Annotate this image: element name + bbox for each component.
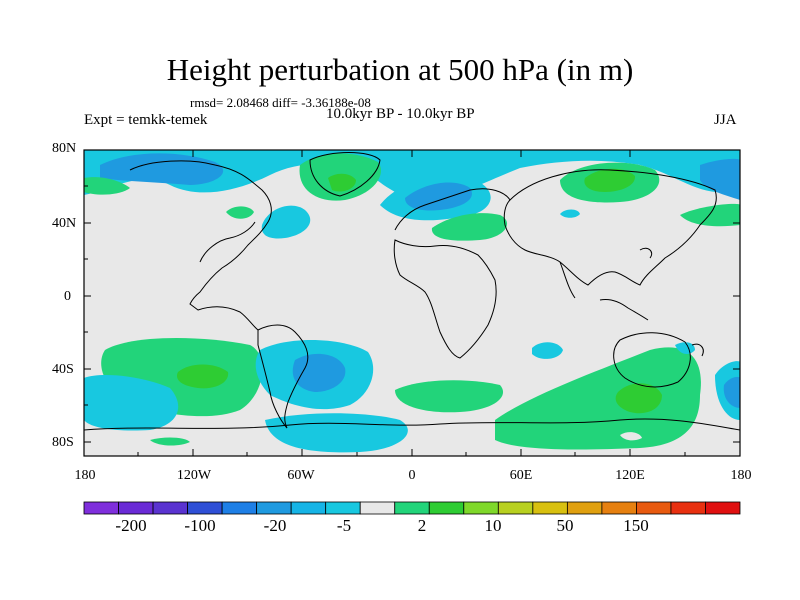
negative-spot-indian [532,342,563,359]
positive-zone-west-pacific [680,203,740,227]
coastline-africa [393,239,497,359]
experiment-label: Expt = temkk-temek [84,112,208,128]
map-title: Height perturbation at 500 hPa (in m) [166,52,634,87]
colorbar-swatch [532,501,568,515]
coastlines [84,152,740,431]
season-label: JJA [714,112,737,128]
lon-label-120w: 120W [176,468,212,483]
axis-ticks [84,149,740,456]
negative-zone-antarctic [265,413,408,453]
positive-zone-australia [495,347,701,450]
colorbar-swatch [290,501,327,515]
colorbar-swatch [636,501,672,515]
colorbar-swatch [256,501,292,515]
lon-label-60e: 60E [509,468,533,483]
negative-zone-southwest-pacific [84,375,179,431]
colorbar-label: -20 [263,516,287,535]
colorbar-swatch [428,501,465,515]
negative-zone-north [84,150,740,201]
positive-spot-drake [150,437,190,446]
coastline-south-america [257,324,309,429]
colorbar-swatch [187,501,223,515]
colorbar-swatch [221,501,258,515]
positive-core-south-pacific [176,364,229,389]
coastline-north-america [129,160,272,331]
lon-label-60w: 60W [287,468,315,483]
positive-core-greenland [328,173,356,192]
lat-label-40s: 40S [52,362,74,377]
colorbar-swatch [359,501,396,515]
colorbar-swatch [566,501,603,515]
positive-core-siberia [584,168,636,192]
negative-core-east-siberia [700,158,740,200]
colorbar-label: -100 [184,516,216,535]
negative-zone-atlantic [261,205,311,239]
colorbar-label: 10 [484,516,502,535]
colorbar-swatch [463,501,499,515]
lat-label-80n: 80N [52,141,77,156]
lat-label-0: 0 [64,289,71,304]
positive-core-australia [615,383,662,414]
positive-zone-hudson [226,206,254,219]
negative-spot-asia [560,209,580,218]
lon-label-180e: 180 [730,468,752,483]
colorbar-label: 150 [623,516,649,535]
colorbar-swatch [325,501,361,515]
colorbar-swatch [394,501,430,515]
colorbar [83,501,741,515]
coastline-hudson [199,221,256,263]
negative-core-europe [405,182,472,211]
colorbar-swatch [118,501,154,515]
colorbar-label: -200 [115,516,147,535]
lon-label-180w: 180 [74,468,96,483]
coastline-asia [503,169,717,286]
colorbar-swatch [670,501,706,515]
colorbar-label: -5 [336,516,352,535]
neutral-hole-antarctic [620,432,642,441]
negative-core-south-atlantic [292,353,346,392]
colorbar-label: 50 [556,516,574,535]
lat-label-80s: 80S [52,435,74,450]
coastline-australia [613,332,691,388]
colorbar-label: 2 [417,516,427,535]
lat-label-40n: 40N [52,216,77,231]
coastline-new-zealand [691,343,704,357]
positive-zone-north-pacific [84,177,130,195]
lon-label-0: 0 [408,468,416,483]
coastline-europe [394,188,511,231]
colorbar-swatch [152,501,188,515]
coastline-greenland [309,152,381,197]
colorbar-swatch [83,501,119,515]
contour-fields [84,150,740,453]
positive-zone-mediterranean [431,213,508,241]
coastline-japan [639,247,653,259]
colorbar-swatch [705,501,741,515]
coastline-india [559,261,576,299]
coastline-indonesia [599,299,649,321]
period-label: 10.0kyr BP - 10.0kyr BP [326,106,475,122]
lon-label-120e: 120E [615,468,645,483]
positive-zone-south-indian [395,380,504,413]
colorbar-swatch [601,501,637,515]
colorbar-swatch [497,501,534,515]
stats-text: rmsd= 2.08468 diff= -3.36188e-08 [190,95,371,110]
coastline-antarctica [84,418,740,431]
negative-core-east-edge [723,376,740,408]
